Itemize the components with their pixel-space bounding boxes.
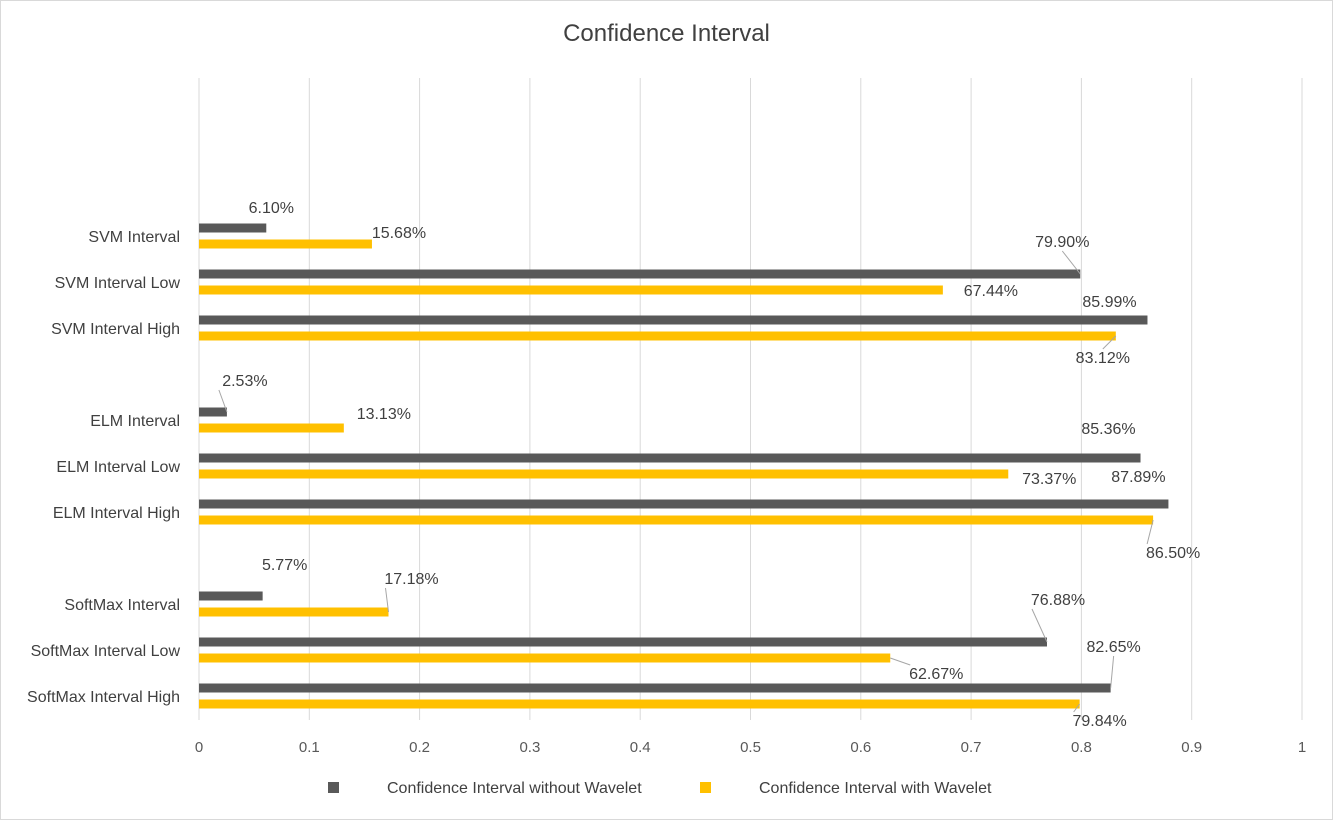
legend-swatch <box>700 782 711 793</box>
data-label: 87.89% <box>1111 469 1165 486</box>
data-label: 85.99% <box>1082 294 1136 311</box>
data-label: 6.10% <box>249 200 294 217</box>
bar-with-wavelet <box>199 331 1116 341</box>
x-tick-label: 0.2 <box>409 739 430 756</box>
bar-with-wavelet <box>199 653 891 663</box>
x-tick-label: 0.9 <box>1181 739 1202 756</box>
x-axis-ticks: 0 0.1 0.2 0.3 0.4 0.5 0.6 0.7 0.8 0.9 1 <box>195 739 1306 756</box>
bar-with-wavelet <box>199 699 1080 709</box>
data-label: 86.50% <box>1146 545 1200 562</box>
bar-without-wavelet <box>199 223 267 233</box>
data-label: 13.13% <box>357 406 411 423</box>
category-label: ELM Interval <box>90 413 180 430</box>
category-label: SVM Interval High <box>51 321 180 338</box>
category-label: SoftMax Interval High <box>27 689 180 706</box>
bars <box>199 223 1169 709</box>
bar-without-wavelet <box>199 683 1111 693</box>
leader-line <box>890 657 911 666</box>
bar-with-wavelet <box>199 515 1154 525</box>
chart-title: Confidence Interval <box>563 20 770 47</box>
bar-without-wavelet <box>199 407 227 417</box>
data-label: 85.36% <box>1081 421 1135 438</box>
leader-line <box>384 587 389 613</box>
legend: Confidence Interval without Wavelet Confi… <box>328 780 992 797</box>
bar-without-wavelet <box>199 637 1047 647</box>
bar-without-wavelet <box>199 499 1169 509</box>
leader-line <box>1102 335 1117 350</box>
leader-line <box>1146 519 1154 545</box>
data-label: 79.90% <box>1035 234 1089 251</box>
legend-label: Confidence Interval with Wavelet <box>759 780 992 797</box>
data-label: 5.77% <box>262 557 307 574</box>
category-label: SVM Interval <box>88 229 180 246</box>
category-label: SoftMax Interval <box>64 597 180 614</box>
data-label: 73.37% <box>1022 471 1076 488</box>
x-tick-label: 0.3 <box>519 739 540 756</box>
leader-line <box>1031 608 1048 643</box>
x-tick-label: 0.6 <box>850 739 871 756</box>
y-axis-categories: SoftMax Interval High SoftMax Interval Lo… <box>27 229 180 706</box>
x-tick-label: 0.7 <box>961 739 982 756</box>
data-labels: 82.65% 79.84% 76.88% 62.67% 5.77% 17.18% 87.89… <box>222 200 1200 730</box>
bar-with-wavelet <box>199 469 1009 479</box>
bar-without-wavelet <box>199 269 1081 279</box>
leader-line <box>1061 250 1081 275</box>
bar-without-wavelet <box>199 453 1141 463</box>
x-tick-label: 1 <box>1298 739 1306 756</box>
legend-swatch <box>328 782 339 793</box>
leader-line <box>218 389 228 413</box>
bar-with-wavelet <box>199 423 344 433</box>
data-label: 79.84% <box>1073 713 1127 730</box>
data-label: 15.68% <box>372 225 426 242</box>
bar-with-wavelet <box>199 285 943 295</box>
bar-without-wavelet <box>199 315 1148 325</box>
data-label: 62.67% <box>909 666 963 683</box>
category-label: SoftMax Interval Low <box>31 643 181 660</box>
data-label: 82.65% <box>1086 639 1140 656</box>
data-label: 2.53% <box>222 373 267 390</box>
category-label: ELM Interval High <box>53 505 180 522</box>
bar-without-wavelet <box>199 591 263 601</box>
legend-label: Confidence Interval without Wavelet <box>387 780 642 797</box>
bar-with-wavelet <box>199 607 389 617</box>
x-tick-label: 0.1 <box>299 739 320 756</box>
category-label: SVM Interval Low <box>55 275 181 292</box>
category-label: ELM Interval Low <box>56 459 180 476</box>
gridlines <box>198 78 1303 720</box>
bar-with-wavelet <box>199 239 372 249</box>
data-label: 83.12% <box>1076 350 1130 367</box>
x-tick-label: 0.4 <box>630 739 651 756</box>
data-label: 76.88% <box>1031 592 1085 609</box>
x-tick-label: 0 <box>195 739 203 756</box>
data-label: 17.18% <box>384 571 438 588</box>
leader-line <box>1110 655 1115 689</box>
x-tick-label: 0.5 <box>740 739 761 756</box>
data-label: 67.44% <box>964 283 1018 300</box>
leader-line <box>1073 703 1081 713</box>
x-tick-label: 0.8 <box>1071 739 1092 756</box>
leader-lines <box>218 250 1154 713</box>
